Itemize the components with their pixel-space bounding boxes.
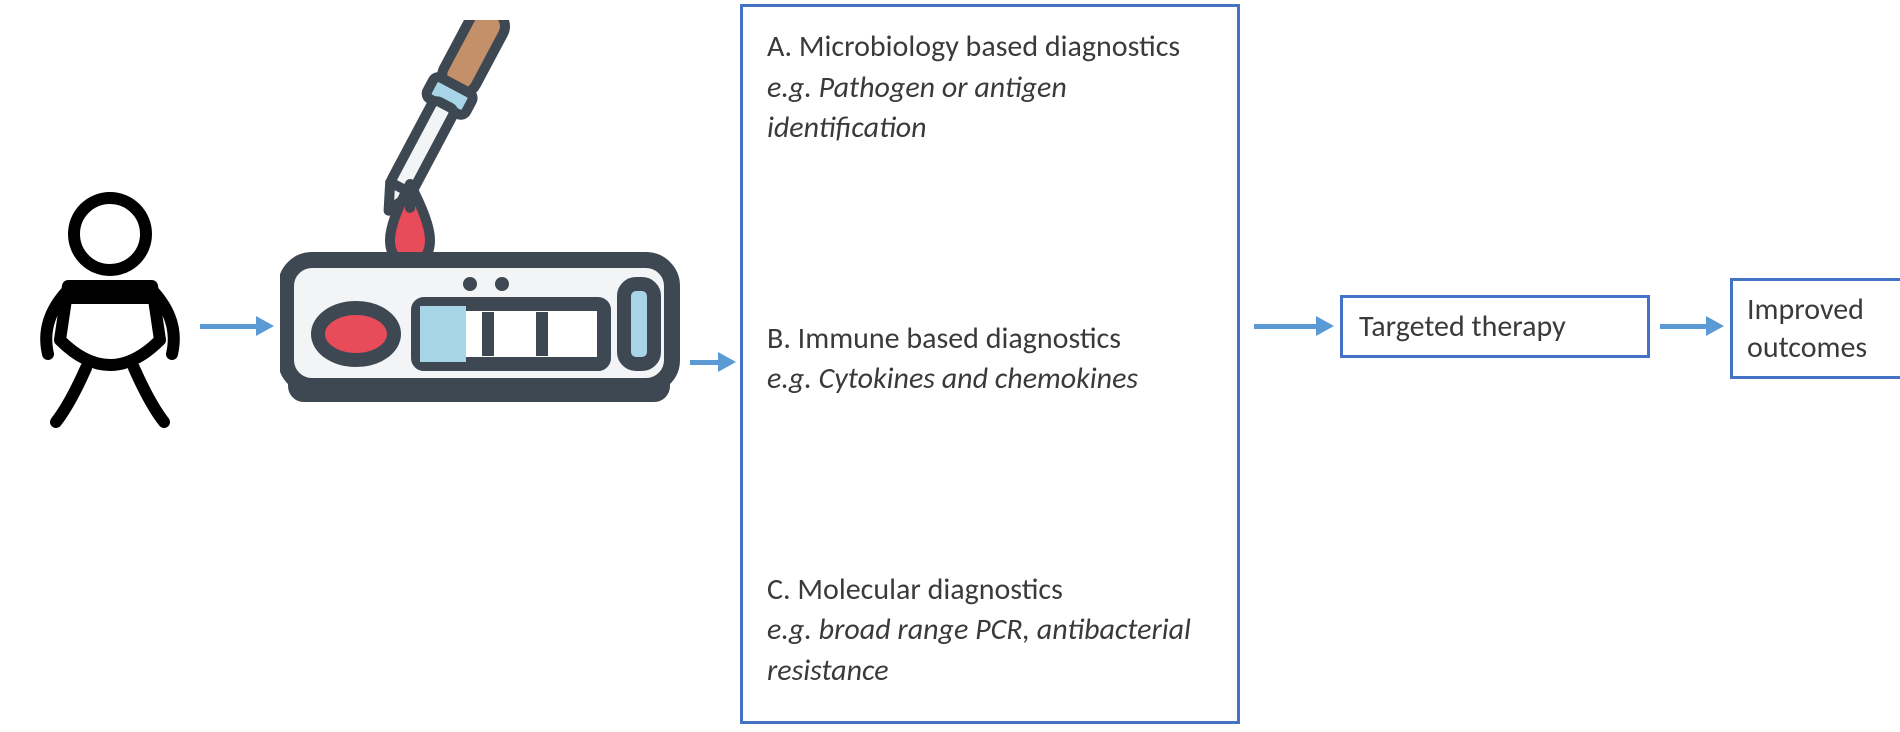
- diag-b-example: e.g. Cytokines and chemokines: [767, 359, 1213, 400]
- arrow-4: [1660, 316, 1724, 336]
- diag-b-title: B. Immune based diagnostics: [767, 319, 1213, 360]
- arrow-2: [690, 352, 736, 372]
- diag-section-a: A. Microbiology based diagnostics e.g. P…: [767, 27, 1213, 149]
- diagnostics-box: A. Microbiology based diagnostics e.g. P…: [740, 4, 1240, 724]
- rapid-test-icon: [280, 20, 680, 420]
- outcome-box: Improved outcomes: [1730, 278, 1900, 379]
- arrow-3: [1254, 316, 1334, 336]
- therapy-box: Targeted therapy: [1340, 295, 1650, 358]
- diag-section-b: B. Immune based diagnostics e.g. Cytokin…: [767, 319, 1213, 400]
- diag-a-title: A. Microbiology based diagnostics: [767, 27, 1213, 68]
- diag-c-example: e.g. broad range PCR, antibacterial resi…: [767, 610, 1213, 691]
- therapy-label: Targeted therapy: [1359, 308, 1566, 345]
- outcome-label: Improved outcomes: [1747, 291, 1867, 366]
- arrow-1: [200, 316, 274, 336]
- diag-a-example: e.g. Pathogen or antigen identification: [767, 68, 1213, 149]
- diag-c-title: C. Molecular diagnostics: [767, 570, 1213, 611]
- baby-icon: [30, 190, 190, 430]
- diag-section-c: C. Molecular diagnostics e.g. broad rang…: [767, 570, 1213, 692]
